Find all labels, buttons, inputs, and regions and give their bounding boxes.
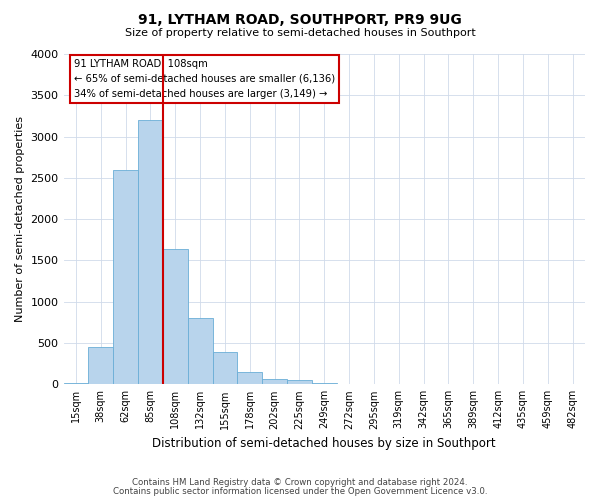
Bar <box>138 120 163 384</box>
Bar <box>212 352 238 384</box>
Text: 91, LYTHAM ROAD, SOUTHPORT, PR9 9UG: 91, LYTHAM ROAD, SOUTHPORT, PR9 9UG <box>138 12 462 26</box>
Text: Size of property relative to semi-detached houses in Southport: Size of property relative to semi-detach… <box>125 28 475 38</box>
Bar <box>64 382 88 384</box>
Bar <box>238 372 262 384</box>
Bar <box>287 380 312 384</box>
Bar <box>113 170 138 384</box>
Bar <box>163 249 188 384</box>
Text: Contains public sector information licensed under the Open Government Licence v3: Contains public sector information licen… <box>113 487 487 496</box>
Text: Contains HM Land Registry data © Crown copyright and database right 2024.: Contains HM Land Registry data © Crown c… <box>132 478 468 487</box>
Bar <box>262 380 287 384</box>
Bar <box>312 382 337 384</box>
Y-axis label: Number of semi-detached properties: Number of semi-detached properties <box>15 116 25 322</box>
Bar <box>88 347 113 385</box>
X-axis label: Distribution of semi-detached houses by size in Southport: Distribution of semi-detached houses by … <box>152 437 496 450</box>
Bar <box>188 318 212 384</box>
Text: 91 LYTHAM ROAD: 108sqm
← 65% of semi-detached houses are smaller (6,136)
34% of : 91 LYTHAM ROAD: 108sqm ← 65% of semi-det… <box>74 59 335 98</box>
